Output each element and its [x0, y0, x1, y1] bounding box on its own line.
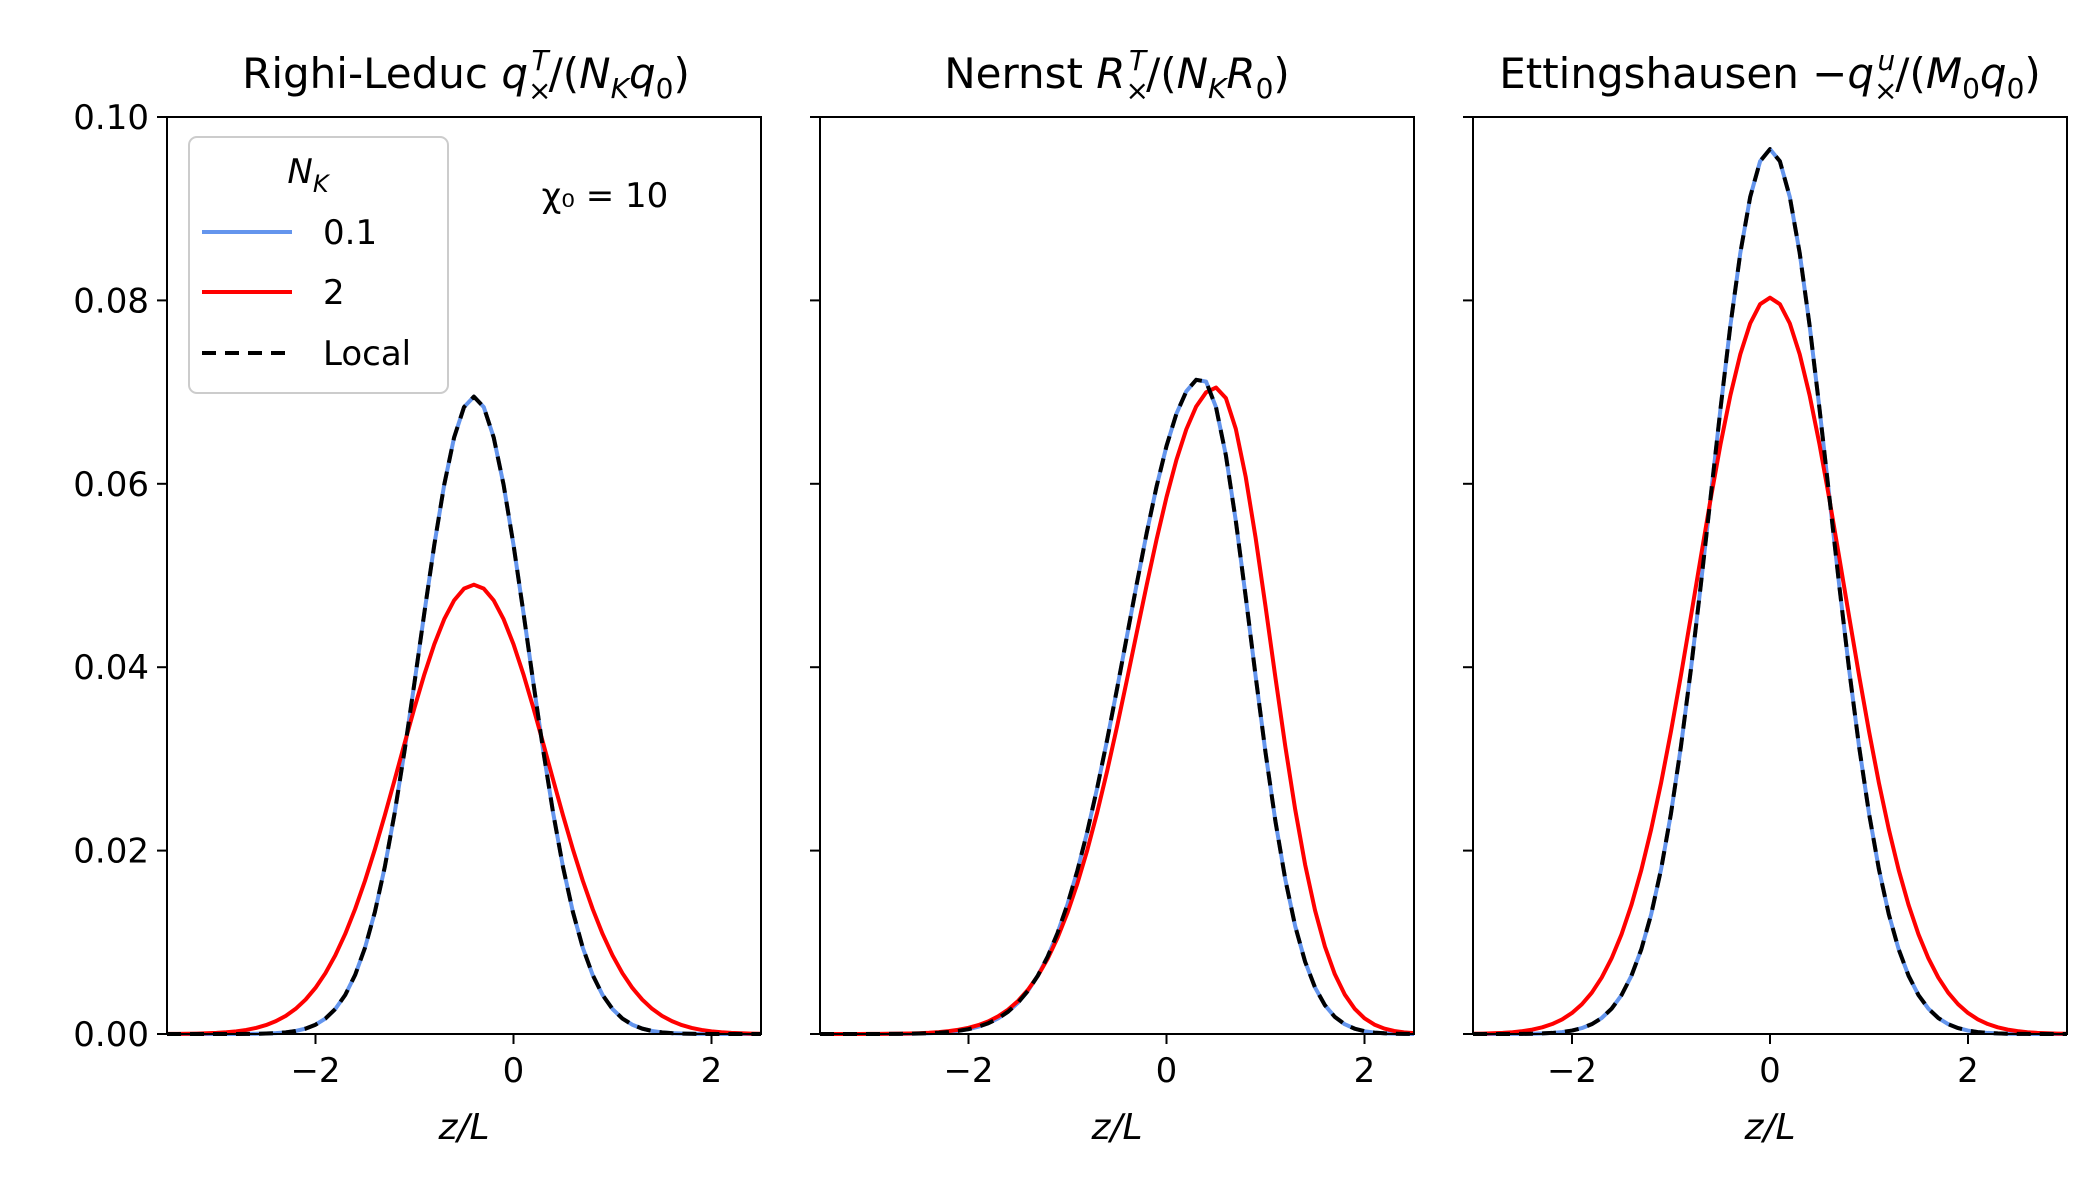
series-line-2	[166, 582, 762, 1036]
y-tick-label: 0.04	[73, 648, 149, 688]
x-axis-label: z/L	[437, 1107, 489, 1148]
x-tick-label: −2	[1547, 1051, 1597, 1091]
x-tick-label: 0	[1759, 1051, 1781, 1091]
legend-label-0.1: 0.1	[323, 213, 377, 253]
series-line-local	[1472, 147, 2068, 1036]
y-tick-label: 0.08	[73, 281, 149, 321]
x-tick-label: 2	[1957, 1051, 1979, 1091]
legend-label-2: 2	[323, 273, 345, 313]
x-tick-label: −2	[290, 1051, 340, 1091]
legend-title: NK	[287, 152, 330, 198]
y-tick-label: 0.02	[73, 832, 149, 872]
panel-righi-leduc: −2 0 2 0.00 0.02 0.04 0.06 0.08 0.10 z/L	[73, 98, 762, 1148]
plot-frame	[819, 116, 1415, 1035]
panel-ettingshausen: −2 0 2 z/L	[1463, 116, 2068, 1148]
x-axis-label: z/L	[1743, 1107, 1795, 1148]
legend: NK 0.1 2 Local	[188, 136, 449, 394]
panel-nernst: −2 0 2 z/L	[810, 116, 1415, 1148]
series-line-2	[1472, 295, 2068, 1036]
chi-annotation: χ₀ = 10	[542, 176, 669, 216]
y-tick-label: 0.10	[73, 98, 149, 138]
x-tick-label: −2	[943, 1051, 993, 1091]
panel-2-title: Nernst R×T/(NKR0)	[944, 44, 1290, 107]
panel-3-title: Ettingshausen −q×u/(M0q0)	[1499, 44, 2041, 107]
legend-label-local: Local	[323, 334, 411, 374]
legend-frame	[188, 136, 449, 394]
x-tick-label: 0	[1156, 1051, 1178, 1091]
y-tick-label: 0.06	[73, 465, 149, 505]
x-axis-label: z/L	[1090, 1107, 1142, 1148]
plot-frame	[166, 116, 762, 1035]
x-tick-label: 2	[701, 1051, 723, 1091]
x-tick-label: 2	[1354, 1051, 1376, 1091]
y-tick-label: 0.00	[73, 1015, 149, 1055]
x-tick-label: 0	[503, 1051, 525, 1091]
